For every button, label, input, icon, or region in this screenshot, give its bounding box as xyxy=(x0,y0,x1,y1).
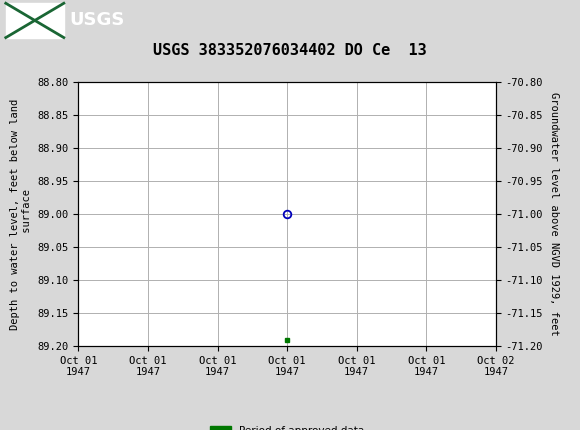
Y-axis label: Depth to water level, feet below land
 surface: Depth to water level, feet below land su… xyxy=(10,98,32,329)
Legend: Period of approved data: Period of approved data xyxy=(206,421,368,430)
Y-axis label: Groundwater level above NGVD 1929, feet: Groundwater level above NGVD 1929, feet xyxy=(549,92,559,336)
Text: USGS: USGS xyxy=(70,12,125,29)
Text: USGS 383352076034402 DO Ce  13: USGS 383352076034402 DO Ce 13 xyxy=(153,43,427,58)
Bar xyxy=(6,3,64,37)
